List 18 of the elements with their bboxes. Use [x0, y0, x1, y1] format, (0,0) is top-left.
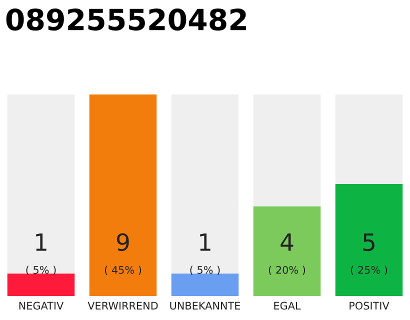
x-tick-label: POSITIV — [350, 302, 390, 310]
chart-title: 089255520482 — [6, 8, 246, 31]
bar — [7, 274, 75, 296]
data-label: 1 — [200, 234, 210, 251]
data-label: 1 — [36, 234, 46, 251]
annotation: ( 45% ) — [104, 266, 142, 276]
data-label: 9 — [116, 233, 129, 252]
annotation: ( 5% ) — [26, 266, 56, 276]
x-tick-label: EGAL — [274, 302, 301, 310]
x-tick-label: UNBEKANNTE — [170, 302, 240, 310]
data-label: 5 — [363, 234, 374, 252]
annotation: ( 20% ) — [268, 266, 306, 276]
data-label: 4 — [280, 234, 294, 251]
bar — [171, 274, 239, 296]
x-tick-label: NEGATIV — [19, 302, 64, 310]
annotation: ( 5% ) — [190, 266, 220, 276]
annotation: ( 25% ) — [350, 266, 388, 276]
x-tick-label: VERWIRREND — [88, 302, 158, 310]
